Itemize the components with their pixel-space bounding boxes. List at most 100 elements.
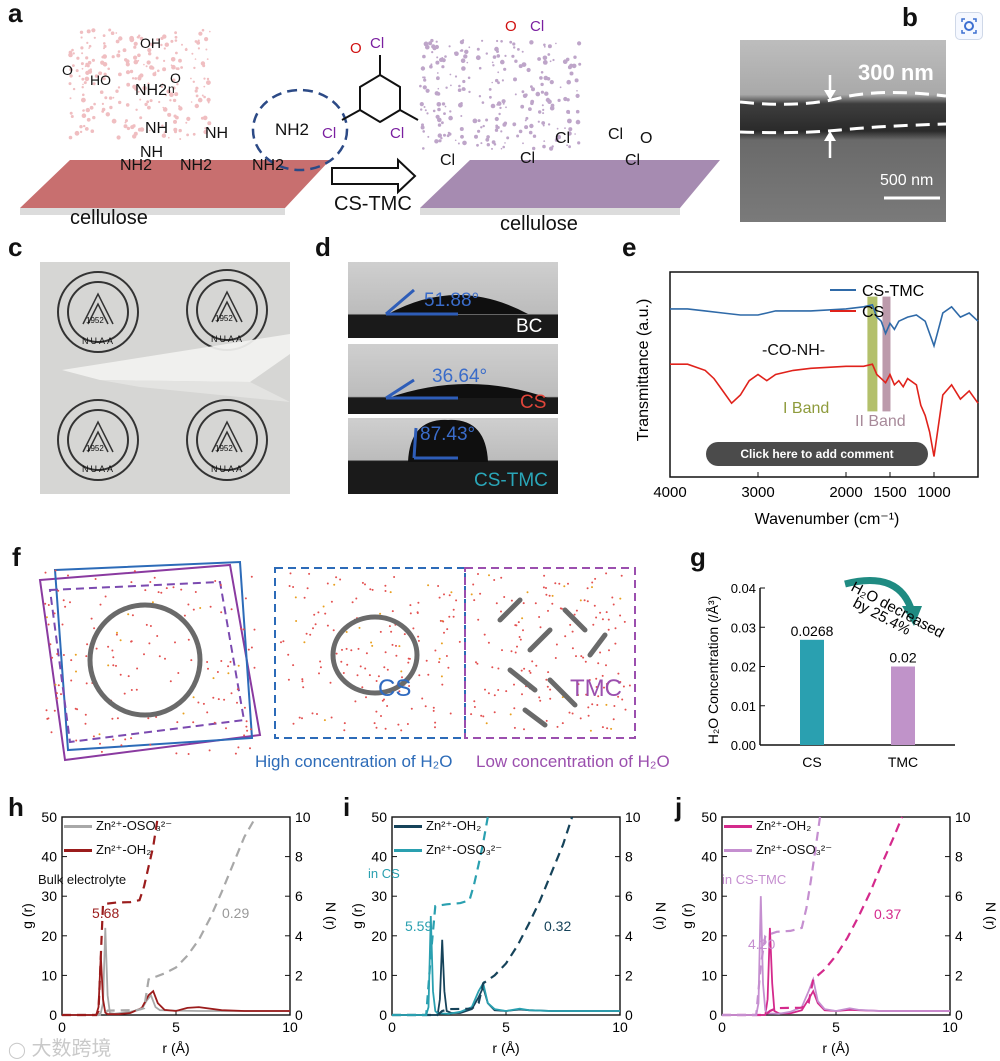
polymer-dot [125,62,130,67]
water-dot [239,627,242,630]
polymer-dot [423,78,427,82]
polymer-dot [475,55,481,61]
seal-name-3: NUAA [82,464,116,474]
polymer-dot [425,88,430,93]
water-dot [69,601,71,604]
rdf-y2tick-label: 6 [955,888,963,904]
polymer-dot [441,102,446,106]
nh-label-1: NH [145,120,169,137]
rdf-series-1 [722,896,950,1016]
water-dot [401,676,403,679]
water-dot [375,710,378,713]
water-dot [60,693,62,696]
i-legend-2: Zn²⁺-OSO₃²⁻ [426,842,503,857]
rdf-ylabel: g (r) [350,903,365,929]
water-dot [230,692,233,695]
water-dot [473,700,476,703]
polymer-dot [109,105,113,110]
water-dot [292,664,295,667]
polymer-dot [148,61,151,64]
polymer-dot [501,79,504,82]
polymer-dot [496,39,499,43]
water-dot [599,651,602,654]
polymer-dot [541,121,546,125]
water-dot [116,717,119,720]
polymer-dot [537,57,541,61]
polymer-dot [513,77,517,82]
polymer-dot [493,143,497,146]
rdf-ytick-label: 0 [709,1007,717,1023]
bar-ytick-label: 0.00 [731,738,756,753]
water-dot [354,700,357,703]
polymer-dot [118,36,123,41]
bar-category-label: TMC [888,754,918,770]
polymer-dot [568,145,571,149]
water-dot [176,721,179,724]
water-dot [301,678,304,681]
water-dot [213,721,216,724]
polymer-dot [568,127,573,132]
polymer-dot [126,82,131,87]
polymer-dot [124,58,128,62]
polymer-dot [173,119,177,124]
polymer-dot [446,134,450,138]
water-dot [605,664,607,667]
polymer-dot [513,46,516,49]
water-dot [164,657,166,660]
polymer-dot [505,106,507,109]
polymer-dot [105,112,111,117]
water-dot [62,599,65,602]
water-dot [526,591,529,594]
polymer-dot [71,48,74,52]
polymer-dot [161,124,164,127]
polymer-dot [103,44,107,48]
water-dot [495,602,498,605]
polymer-dot [511,54,515,58]
polymer-dot [169,92,174,97]
rdf-ytick-label: 50 [41,809,57,825]
i-value-1: 5.59 [405,918,433,934]
rdf-series-0 [62,927,290,1016]
polymer-dot [162,107,168,112]
rdf-ylabel: g (r) [20,903,35,929]
image-search-button[interactable] [955,12,983,40]
polymer-dot [85,56,89,60]
cs-snapshot-frame [274,567,466,739]
rdf-series-3 [62,816,159,1017]
polymer-dot [115,39,120,44]
droplet-bc [385,288,528,316]
water-dot [421,697,424,700]
water-dot [250,575,253,578]
polymer-dot [75,69,79,73]
i-legend-1: Zn²⁺-OH₂ [426,818,482,833]
polymer-dot [431,51,434,54]
water-dot [112,664,115,667]
water-dot [591,586,593,589]
paper-airplane-photo [40,262,290,494]
polymer-dot [462,39,465,42]
water-dot [501,649,503,652]
polymer-dot [529,41,533,45]
angle-cs: 36.64° [432,366,488,387]
water-dot [197,701,200,704]
polymer-dot [86,29,91,34]
ftir-xtick-label: 3000 [741,484,774,501]
water-dot [520,669,523,672]
polymer-dot [526,67,531,73]
polymer-dot [83,124,86,128]
water-dot [391,610,394,613]
add-comment-button[interactable]: Click here to add comment [706,442,928,466]
water-dot [434,721,437,724]
water-dot [391,643,394,646]
polymer-dot [531,87,535,92]
polymer-dot [82,93,85,97]
polymer-dot [116,135,121,140]
rdf-series-3 [392,816,489,1017]
tmc-fragment [587,632,608,658]
water-dot [438,661,441,664]
polymer-dot [100,61,104,65]
polymer-dot [129,69,134,74]
water-dot [479,592,482,595]
polymer-dot [574,78,579,83]
water-dot [318,672,320,675]
